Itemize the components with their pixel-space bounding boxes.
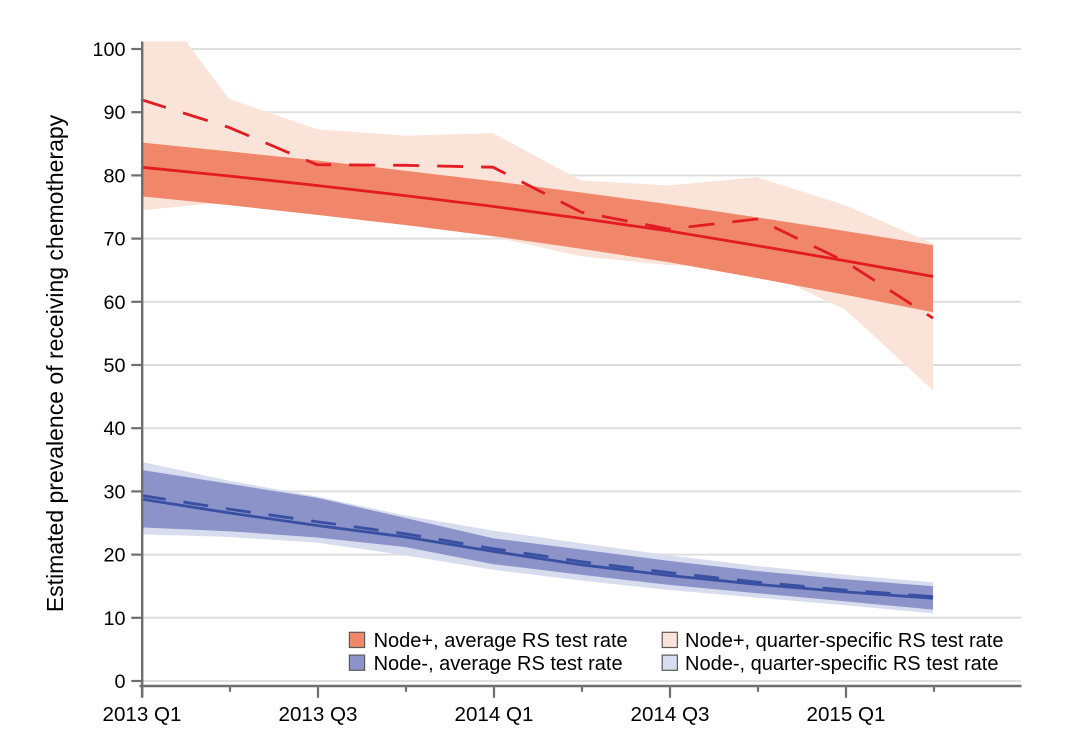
svg-text:2015 Q1: 2015 Q1 (806, 703, 885, 726)
svg-text:2014 Q1: 2014 Q1 (454, 703, 533, 726)
svg-text:Node-, average RS test rate: Node-, average RS test rate (374, 653, 623, 675)
svg-text:0: 0 (114, 671, 125, 693)
svg-text:60: 60 (103, 292, 125, 314)
svg-text:Node+, quarter-specific RS tes: Node+, quarter-specific RS test rate (685, 630, 1003, 652)
svg-text:40: 40 (103, 418, 125, 440)
svg-text:Node-, quarter-specific RS tes: Node-, quarter-specific RS test rate (685, 653, 998, 675)
svg-text:2013 Q3: 2013 Q3 (278, 703, 357, 726)
svg-text:90: 90 (103, 102, 125, 124)
svg-text:50: 50 (103, 355, 125, 377)
svg-text:30: 30 (103, 481, 125, 503)
svg-text:70: 70 (103, 229, 125, 251)
svg-text:2014 Q3: 2014 Q3 (630, 703, 709, 726)
svg-text:10: 10 (103, 608, 125, 630)
svg-text:Estimated prevalence of receiv: Estimated prevalence of receiving chemot… (42, 114, 68, 612)
svg-text:100: 100 (92, 39, 125, 61)
svg-text:Node+, average RS test rate: Node+, average RS test rate (374, 630, 628, 652)
svg-text:2013 Q1: 2013 Q1 (102, 703, 181, 726)
svg-text:80: 80 (103, 165, 125, 187)
svg-text:20: 20 (103, 545, 125, 567)
